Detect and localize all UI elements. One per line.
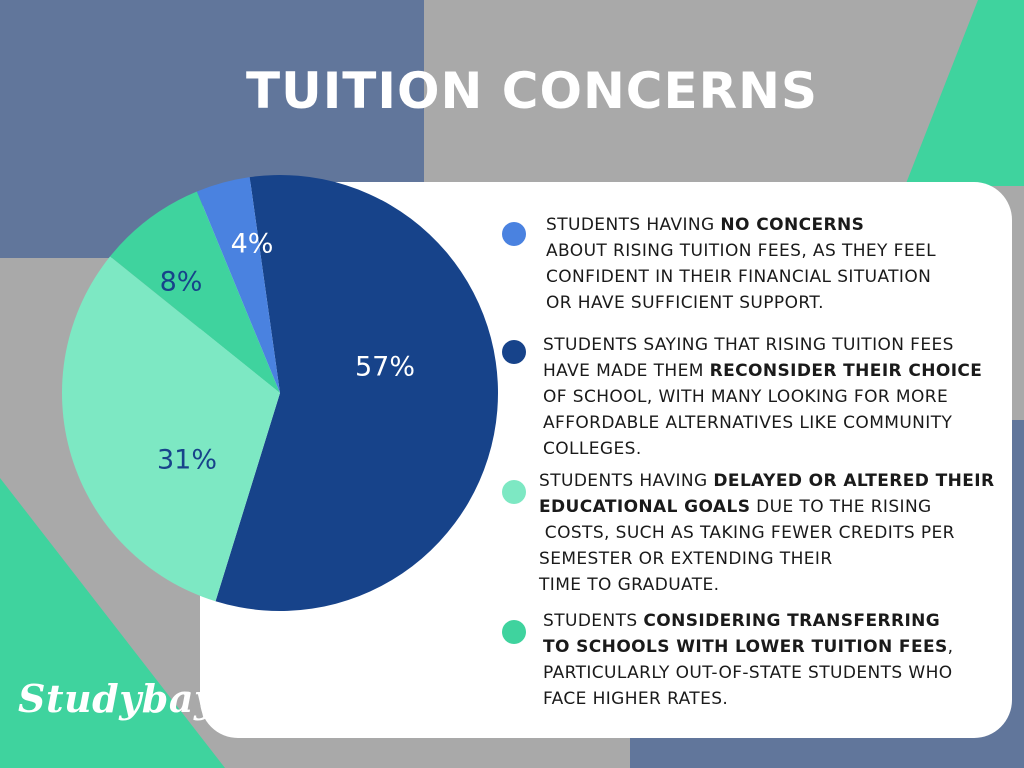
legend-line: STUDENTS CONSIDERING TRANSFERRING <box>543 611 941 631</box>
legend-line: STUDENTS HAVING NO CONCERNS <box>546 215 865 235</box>
legend-line: OF SCHOOL, WITH MANY LOOKING FOR MORE <box>543 387 949 407</box>
legend-dot <box>502 340 526 364</box>
legend-text: STUDENTS HAVING NO CONCERNS ABOUT RISING … <box>546 212 936 316</box>
legend-line: STUDENTS HAVING DELAYED OR ALTERED THEIR <box>539 471 995 491</box>
legend-text: STUDENTS HAVING DELAYED OR ALTERED THEIR… <box>539 468 995 598</box>
legend-line: COSTS, SUCH AS TAKING FEWER CREDITS PER <box>539 523 955 543</box>
legend-line: OR HAVE SUFFICIENT SUPPORT. <box>546 293 824 313</box>
legend-line: SEMESTER OR EXTENDING THEIR <box>539 549 833 569</box>
legend-dot <box>502 480 526 504</box>
slice-label-31: 31% <box>157 445 217 476</box>
legend-line: COLLEGES. <box>543 439 642 459</box>
legend-dot <box>502 620 526 644</box>
slice-label-57: 57% <box>355 352 415 383</box>
legend-line: TO SCHOOLS WITH LOWER TUITION FEES, <box>543 637 954 657</box>
legend-line: EDUCATIONAL GOALS DUE TO THE RISING <box>539 497 932 517</box>
legend-line: FACE HIGHER RATES. <box>543 689 729 709</box>
legend-text: STUDENTS CONSIDERING TRANSFERRING TO SCHO… <box>543 608 953 712</box>
pie-slice-4 <box>196 177 280 393</box>
slice-label-8: 8% <box>160 267 203 298</box>
legend-dot <box>502 222 526 246</box>
studybay-logo: Studybay <box>18 676 217 721</box>
legend-line: CONFIDENT IN THEIR FINANCIAL SITUATION <box>546 267 932 287</box>
legend-line: PARTICULARLY OUT-OF-STATE STUDENTS WHO <box>543 663 953 683</box>
legend-line: TIME TO GRADUATE. <box>539 575 720 595</box>
legend-text: STUDENTS SAYING THAT RISING TUITION FEES… <box>543 332 982 462</box>
legend-line: AFFORDABLE ALTERNATIVES LIKE COMMUNITY <box>543 413 953 433</box>
legend-line: HAVE MADE THEM RECONSIDER THEIR CHOICE <box>543 361 983 381</box>
pie-slice-31 <box>62 256 281 602</box>
pie-slice-57 <box>215 175 499 612</box>
pie-slice-8 <box>110 191 280 393</box>
page-title: TUITION CONCERNS <box>245 62 819 120</box>
legend-line: STUDENTS SAYING THAT RISING TUITION FEES <box>543 335 954 355</box>
legend-line: ABOUT RISING TUITION FEES, AS THEY FEEL <box>546 241 936 261</box>
slice-label-4: 4% <box>231 229 274 260</box>
